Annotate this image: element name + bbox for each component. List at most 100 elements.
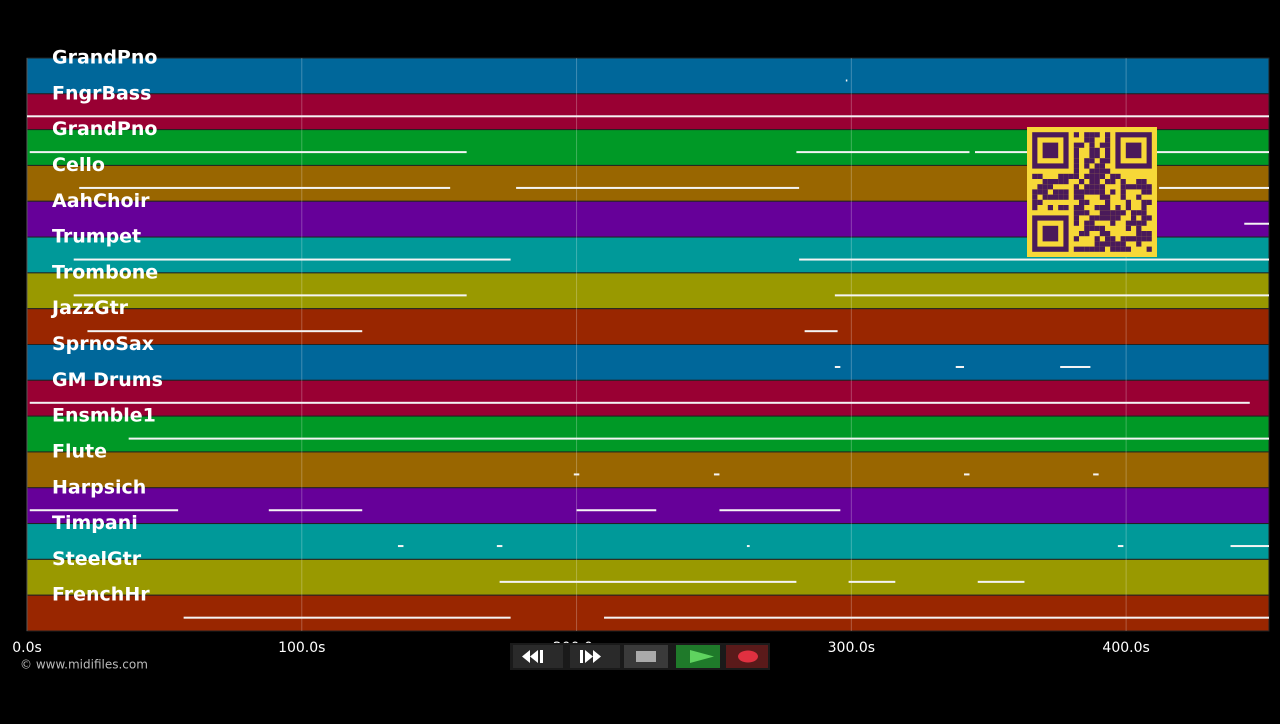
qr-cell (1084, 163, 1090, 169)
qr-cell (1141, 179, 1147, 185)
qr-cell (1115, 210, 1121, 216)
stop-button[interactable] (624, 645, 668, 668)
note-segment (1230, 545, 1269, 548)
qr-cell (1073, 220, 1079, 226)
qr-cell (1042, 194, 1048, 200)
qr-cell (1099, 231, 1105, 237)
qr-cell (1063, 173, 1069, 179)
qr-cell (1115, 246, 1121, 252)
qr-cell (1115, 205, 1121, 211)
qr-cell (1110, 215, 1116, 221)
qr-cell (1089, 153, 1095, 159)
qr-cell (1131, 220, 1137, 226)
qr-cell (1047, 184, 1053, 190)
qr-cell (1146, 189, 1152, 195)
qr-cell (1084, 225, 1090, 231)
rewind-button[interactable] (513, 645, 563, 668)
qr-cell (1089, 158, 1095, 164)
track-name: GrandPno (52, 47, 157, 69)
qr-cell (1105, 205, 1111, 211)
fast-forward-button[interactable] (570, 645, 620, 668)
qr-cell (1105, 199, 1111, 205)
qr-cell (1073, 236, 1079, 242)
qr-cell (1084, 220, 1090, 226)
qr-cell (1047, 205, 1053, 211)
note-segment (87, 330, 363, 333)
qr-cell (1105, 147, 1111, 153)
qr-cell (1089, 168, 1095, 174)
qr-cell (1136, 236, 1142, 242)
qr-cell (1141, 215, 1147, 221)
track-name: Harpsich (52, 476, 146, 498)
qr-cell (1084, 132, 1090, 138)
play-button[interactable] (676, 645, 720, 668)
qr-cell (1146, 231, 1152, 237)
track-band (26, 379, 1270, 417)
x-tick-label: 400.0s (1102, 640, 1149, 656)
qr-cell (1136, 225, 1142, 231)
note-segment (604, 616, 1269, 619)
qr-cell (1094, 184, 1100, 190)
note-segment (397, 545, 404, 548)
qr-cell (1084, 231, 1090, 237)
qr-cell (1073, 184, 1079, 190)
track-band (26, 523, 1270, 560)
qr-cell (1089, 189, 1095, 195)
qr-cell (1063, 205, 1069, 211)
qr-cell (1099, 158, 1105, 164)
qr-cell (1073, 132, 1079, 138)
note-segment (268, 509, 363, 512)
qr-cell (1141, 199, 1147, 205)
qr-cell (1125, 199, 1131, 205)
qr-cell (1058, 173, 1064, 179)
qr-cell (1115, 241, 1121, 247)
note-segment (713, 473, 720, 476)
track-name: Ensmble1 (52, 405, 156, 427)
note-segment (496, 545, 503, 548)
qr-cell (1131, 215, 1137, 221)
qr-cell (1125, 236, 1131, 242)
qr-cell (1063, 189, 1069, 195)
qr-cell (1073, 142, 1079, 148)
qr-cell (1058, 205, 1064, 211)
qr-cell (1073, 194, 1079, 200)
qr-cell (1084, 210, 1090, 216)
qr-cell (1141, 205, 1147, 211)
qr-cell (1032, 199, 1038, 205)
qr-cell (1042, 189, 1048, 195)
qr-cell (1115, 173, 1121, 179)
credit: © www.midifiles.com (20, 658, 148, 672)
qr-cell (1110, 236, 1116, 242)
qr-code (1027, 127, 1157, 257)
record-button[interactable] (726, 645, 768, 668)
qr-cell (1099, 173, 1105, 179)
qr-cell (1089, 142, 1095, 148)
x-tick-label: 0.0s (12, 640, 42, 656)
qr-cell (1063, 194, 1069, 200)
note-segment (128, 437, 1270, 440)
track-name: FngrBass (52, 82, 151, 104)
track-name: JazzGtr (50, 297, 129, 319)
qr-cell (1058, 179, 1064, 185)
track-band (26, 558, 1270, 596)
qr-cell (1037, 173, 1043, 179)
note-segment (576, 509, 657, 512)
qr-cell (1094, 215, 1100, 221)
qr-cell (1089, 220, 1095, 226)
qr-cell (1084, 246, 1090, 252)
qr-cell (1073, 163, 1079, 169)
note-segment (183, 616, 511, 619)
qr-cell (1105, 210, 1111, 216)
track-name: AahChoir (52, 190, 150, 212)
qr-cell (1146, 246, 1152, 252)
qr-cell (1146, 184, 1152, 190)
qr-cell (1079, 210, 1085, 216)
qr-cell (1105, 142, 1111, 148)
qr-cell (1089, 132, 1095, 138)
qr-cell (1146, 215, 1152, 221)
qr-cell (1037, 189, 1043, 195)
note-segment (834, 294, 1269, 297)
note-segment (27, 115, 1269, 118)
